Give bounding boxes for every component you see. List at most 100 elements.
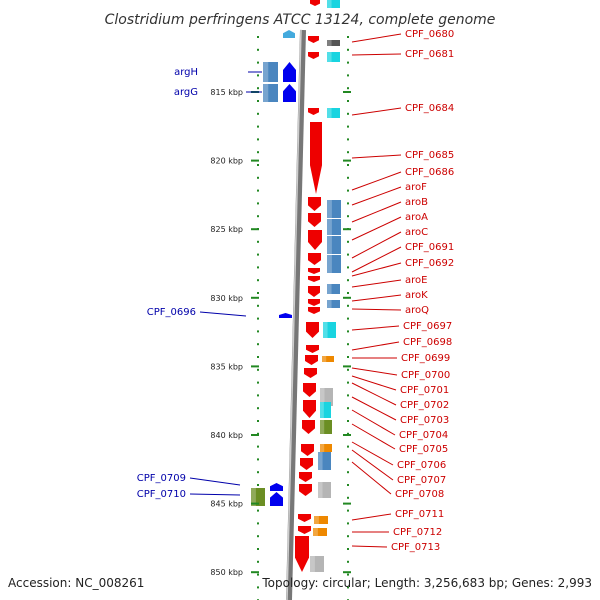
- reverse-leader-line: [351, 341, 400, 351]
- reverse-gene-label: CPF_0702: [400, 400, 449, 411]
- reverse-gene-arrow: [308, 268, 320, 274]
- forward-gene-label: CPF_0710: [137, 489, 186, 500]
- reverse-gene-label: CPF_0708: [395, 489, 444, 500]
- track-dot: [257, 74, 259, 77]
- cds-box-body: [323, 322, 336, 338]
- track-dot: [257, 151, 259, 154]
- reverse-leader-line: [351, 449, 394, 481]
- track-dot: [257, 548, 259, 550]
- ruler-label: 820 kbp: [210, 157, 243, 166]
- reverse-gene-arrow: [304, 368, 317, 378]
- backbone-highlight: [286, 29, 302, 600]
- reverse-gene-label: CPF_0705: [399, 444, 448, 455]
- cds-box: [263, 84, 278, 102]
- reverse-leader-line: [351, 294, 402, 302]
- track-dot: [347, 48, 349, 51]
- reverse-leader-line: [351, 201, 402, 223]
- cds-box: [327, 255, 341, 273]
- reverse-leader-line: [351, 375, 397, 391]
- cds-box-shine: [320, 402, 324, 418]
- reverse-leader-line: [351, 382, 397, 406]
- track-dot: [257, 266, 259, 269]
- ruler-tick: [251, 502, 259, 505]
- reverse-leader-line: [351, 231, 402, 259]
- cds-box-shine: [327, 219, 332, 235]
- track-dot: [347, 407, 349, 410]
- track-dot: [347, 586, 349, 589]
- track-dot: [347, 100, 349, 102]
- reverse-gene-label: CPF_0707: [397, 475, 446, 486]
- track-dot: [347, 484, 349, 486]
- cds-box-shine: [318, 452, 323, 470]
- track-dot: [257, 253, 259, 256]
- reverse-gene-label: aroF: [405, 182, 427, 193]
- cds-box: [320, 444, 332, 452]
- cds-box-body: [327, 200, 341, 218]
- cds-box-body: [322, 356, 334, 362]
- reverse-leader-line: [351, 423, 396, 450]
- track-dot: [347, 356, 349, 358]
- ruler-label: 830 kbp: [210, 294, 243, 303]
- reverse-gene-arrow: [295, 536, 309, 572]
- cds-box-shine: [320, 444, 325, 452]
- cds-box: [318, 452, 331, 470]
- track-dot: [347, 202, 349, 205]
- reverse-gene-arrow: [308, 52, 319, 59]
- reverse-leader-line: [351, 186, 402, 206]
- reverse-gene-arrow: [298, 526, 311, 534]
- reverse-gene-label: aroA: [405, 212, 428, 223]
- reverse-gene-arrow: [308, 253, 321, 265]
- cds-box-shine: [320, 388, 325, 406]
- reverse-leader-line: [351, 107, 402, 116]
- reverse-leader-line: [351, 262, 402, 277]
- cds-box-shine: [263, 62, 269, 82]
- cds-box: [327, 0, 340, 8]
- track-dot: [347, 112, 349, 115]
- track-dot: [257, 432, 259, 435]
- cds-box-body: [327, 219, 341, 235]
- ruler-tick: [343, 228, 351, 231]
- track-dot: [257, 458, 259, 461]
- cds-box-shine: [263, 84, 269, 102]
- cds-box-shine: [327, 200, 332, 218]
- track-dot: [347, 304, 349, 307]
- reverse-gene-label: CPF_0700: [401, 370, 450, 381]
- track-dot: [347, 266, 349, 269]
- track-dot: [257, 61, 259, 64]
- track-dot: [257, 304, 259, 307]
- accession-text: Accession: NC_008261: [8, 576, 144, 590]
- reverse-gene-arrow: [308, 276, 320, 282]
- cds-box-body: [327, 300, 340, 308]
- forward-gene-arrow: [270, 492, 283, 506]
- reverse-gene-label: CPF_0704: [399, 430, 448, 441]
- cds-box: [327, 52, 340, 62]
- reverse-gene-arrow: [303, 400, 316, 418]
- cds-box-shine: [327, 0, 332, 8]
- cds-box-shine: [320, 420, 325, 434]
- reverse-gene-arrow: [310, 122, 322, 194]
- reverse-gene-label: CPF_0698: [403, 337, 452, 348]
- forward-gene-label: argH: [174, 67, 198, 78]
- forward-gene-label: CPF_0696: [147, 307, 196, 318]
- cds-box-body: [327, 255, 341, 273]
- reverse-gene-arrow: [308, 213, 321, 227]
- cds-box-body: [310, 556, 324, 572]
- track-dot: [347, 279, 349, 282]
- track-dot: [257, 535, 259, 538]
- cds-box-body: [251, 488, 265, 506]
- reverse-gene-arrow: [303, 383, 316, 397]
- track-dot: [257, 407, 259, 410]
- forward-gene-label: CPF_0709: [137, 473, 186, 484]
- track-dot: [347, 74, 349, 77]
- reverse-gene-arrow: [298, 514, 311, 522]
- reverse-gene-label: CPF_0699: [401, 353, 450, 364]
- track-dot: [257, 176, 259, 179]
- track-dot: [257, 471, 259, 474]
- track-dot: [257, 445, 259, 448]
- track-dot: [257, 48, 259, 51]
- cds-box-body: [263, 62, 278, 82]
- forward-leader-line: [189, 477, 241, 486]
- reverse-leader-line: [351, 53, 402, 56]
- cds-box: [251, 488, 265, 506]
- cds-box: [327, 40, 340, 46]
